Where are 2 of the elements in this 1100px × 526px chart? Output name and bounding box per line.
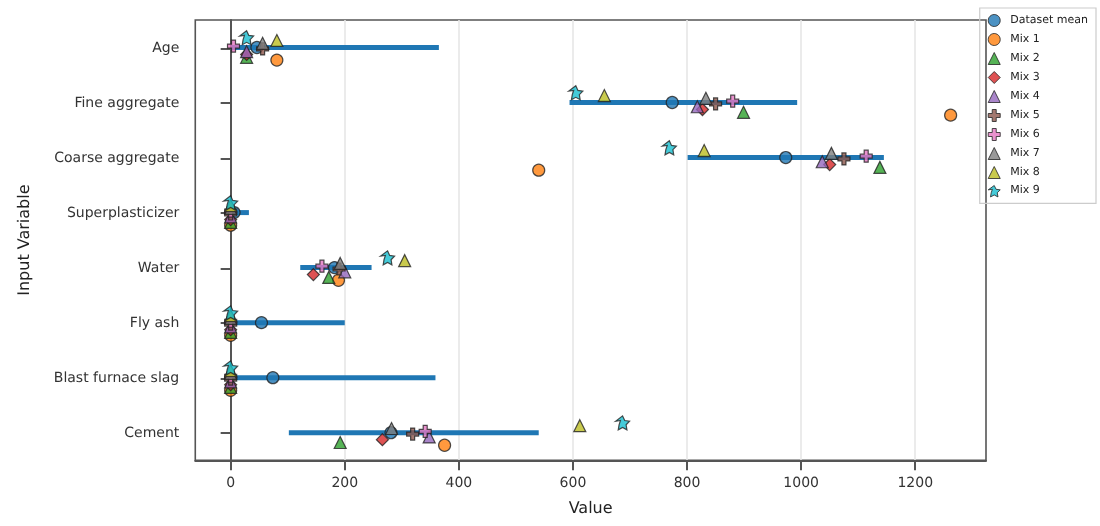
x-axis-title: Value — [568, 499, 613, 517]
y-axis-title: Input Variable — [15, 184, 33, 296]
